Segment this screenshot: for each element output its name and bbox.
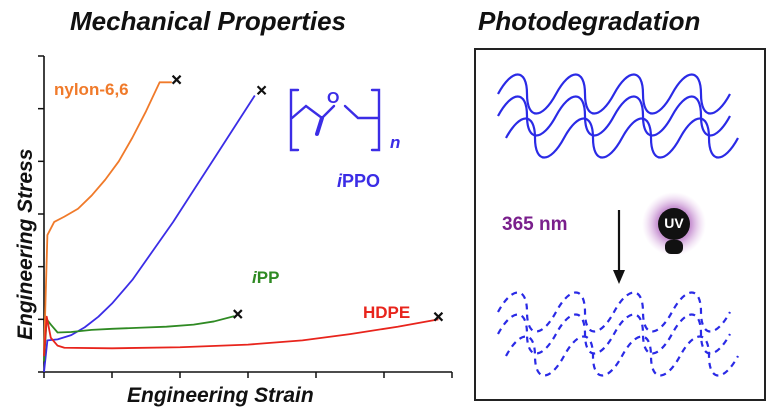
right-bracket	[370, 88, 381, 152]
backbone-bond-2	[343, 104, 380, 120]
degraded-chain-1	[497, 313, 731, 355]
failure-mark-ippo	[256, 85, 267, 96]
down-arrow	[613, 210, 625, 284]
repeat-n-label: n	[390, 133, 401, 152]
photodegradation-title: Photodegradation	[478, 6, 701, 36]
series-line-ipp	[43, 315, 235, 362]
failure-mark-hdpe	[433, 311, 444, 322]
ipp-suffix: PP	[256, 268, 280, 287]
methyl-wedge	[315, 116, 324, 136]
intact-chain-2	[505, 117, 739, 159]
ippo-suffix: PPO	[342, 171, 381, 191]
uv-lamp-label: UV	[664, 215, 684, 231]
ippo-prefix: i	[337, 171, 343, 191]
left-bracket	[289, 88, 300, 152]
x-axis-label: Engineering Strain	[127, 384, 314, 407]
ipp-prefix: i	[252, 268, 257, 287]
stress-strain-chart	[38, 55, 453, 378]
failure-mark-ipp	[233, 309, 243, 319]
photodegradation-panel: 365 nm UV	[474, 48, 766, 401]
intact-chain-0	[497, 73, 731, 115]
series-line-hdpe	[43, 315, 439, 357]
series-line-ippo	[43, 95, 256, 373]
ippo-structure	[289, 88, 381, 152]
wavelength-label: 365 nm	[502, 214, 568, 235]
series-line-nylon-6-6	[43, 81, 172, 354]
oxygen-label: O	[327, 90, 340, 107]
photodegradation-diagram	[497, 73, 739, 377]
backbone-bond	[290, 104, 336, 120]
chart-axes	[43, 56, 452, 373]
failure-marks	[171, 74, 444, 322]
series-layer	[43, 81, 439, 373]
intact-chain-1	[497, 95, 731, 137]
axis-ticks	[38, 55, 453, 378]
hdpe-label: HDPE	[363, 303, 411, 322]
ippo-label: iPPO	[337, 171, 380, 192]
failure-mark-nylon-6-6	[171, 74, 182, 85]
degraded-chain-2	[505, 335, 739, 377]
mechanical-properties-title: Mechanical Properties	[70, 6, 346, 36]
degraded-polymer-fragments	[497, 291, 739, 377]
degraded-chain-0	[497, 291, 731, 333]
nylon-label: nylon-6,6	[54, 80, 129, 99]
ipp-label: iPP	[252, 268, 279, 288]
intact-polymer-chains	[497, 73, 739, 159]
y-axis-label: Engineering Stress	[14, 148, 37, 340]
uv-lamp-icon	[642, 192, 706, 256]
